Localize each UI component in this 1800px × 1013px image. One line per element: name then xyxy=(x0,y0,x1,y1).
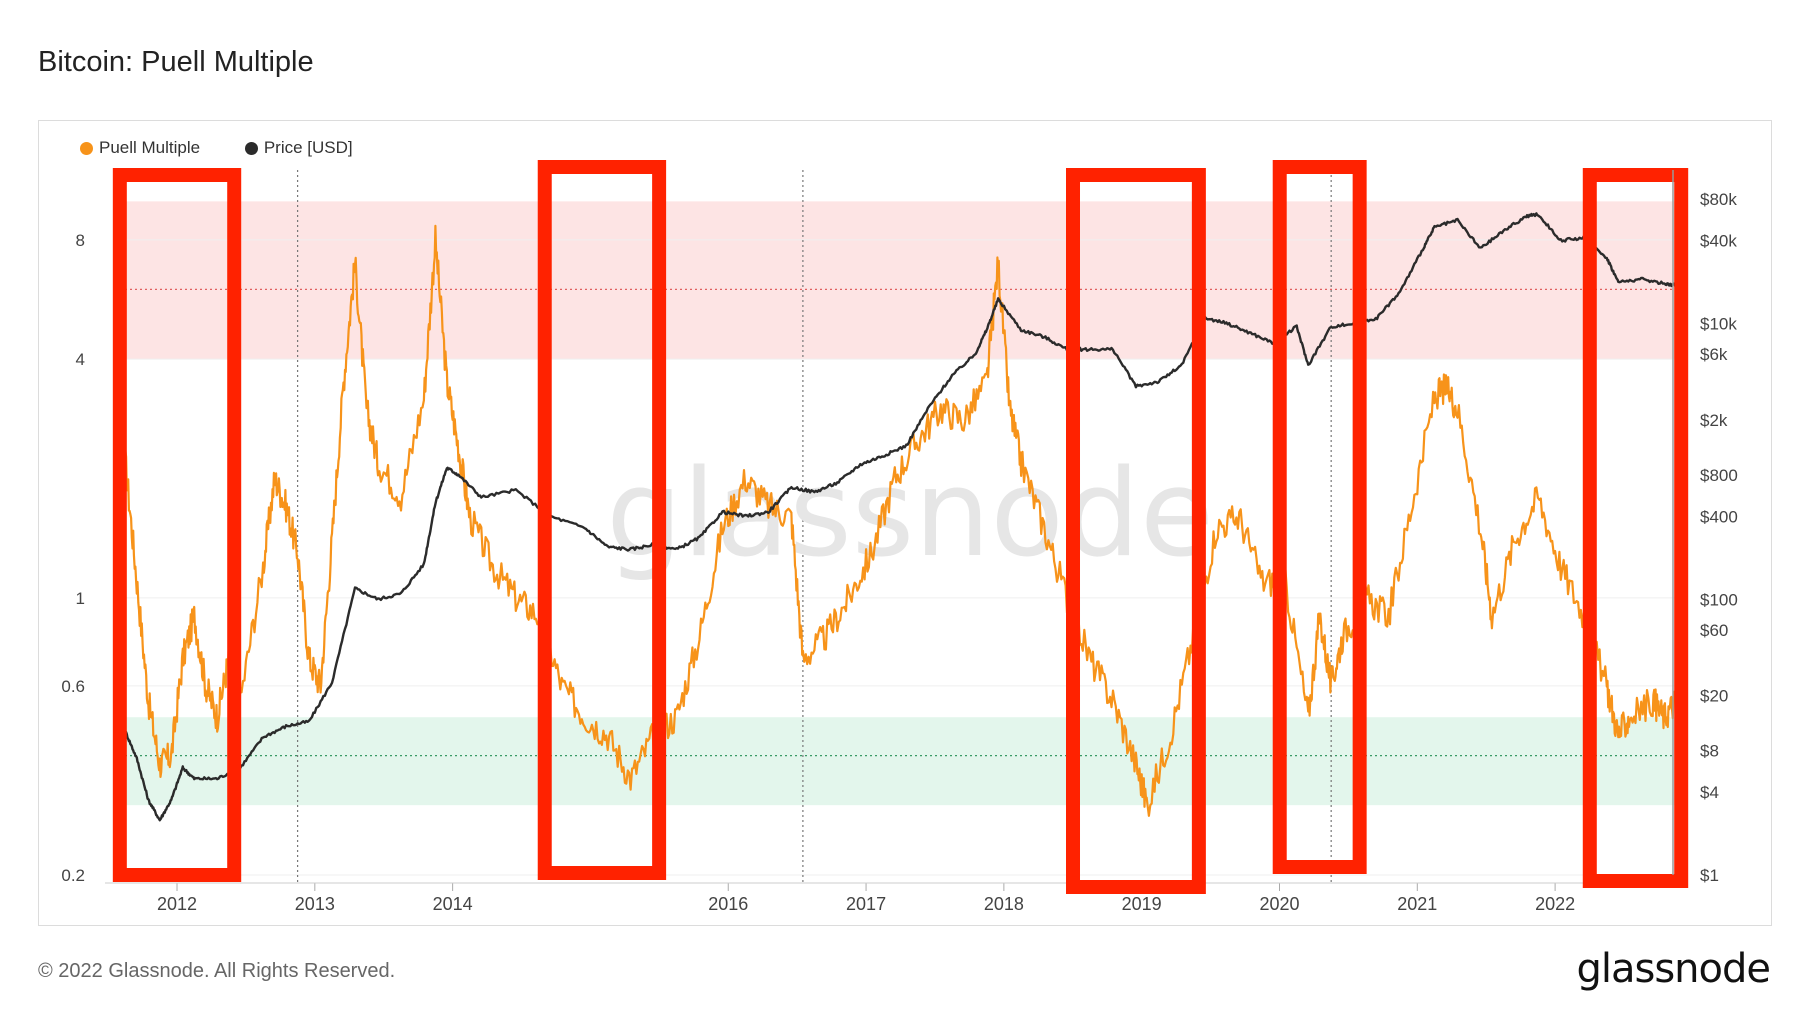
highlight-box xyxy=(1066,168,1206,894)
highlight-box xyxy=(112,168,242,882)
x-tick-label: 2022 xyxy=(1535,894,1575,914)
glassnode-logo: glassnode xyxy=(1576,946,1771,992)
chart-frame xyxy=(38,120,1772,926)
y-right-tick-label: $800 xyxy=(1700,466,1738,485)
y-right-tick-label: $10k xyxy=(1700,315,1737,334)
footer-copyright: © 2022 Glassnode. All Rights Reserved. xyxy=(38,960,396,982)
x-tick-label: 2014 xyxy=(433,894,473,914)
chart-title: Bitcoin: Puell Multiple xyxy=(38,46,314,78)
y-right-tick-label: $6k xyxy=(1700,345,1728,364)
x-tick-label: 2019 xyxy=(1122,894,1162,914)
y-right-tick-label: $20 xyxy=(1700,687,1728,706)
y-left-tick-label: 0.6 xyxy=(61,677,85,696)
x-tick-label: 2021 xyxy=(1397,894,1437,914)
y-right-tick-label: $60 xyxy=(1700,621,1728,640)
band-high xyxy=(115,201,1675,360)
legend-label-price: Price [USD] xyxy=(263,138,353,157)
y-right-tick-label: $8 xyxy=(1700,742,1719,761)
highlight-box xyxy=(1272,160,1367,874)
legend-dot-price xyxy=(244,142,258,156)
y-left-tick-label: 1 xyxy=(76,589,85,608)
y-right-tick-label: $40k xyxy=(1700,232,1737,251)
x-tick-label: 2020 xyxy=(1259,894,1299,914)
y-right-tick-label: $2k xyxy=(1700,411,1728,430)
y-right-tick-label: $100 xyxy=(1700,590,1738,609)
y-right-tick-label: $4 xyxy=(1700,783,1719,802)
y-left-tick-label: 8 xyxy=(76,231,85,250)
x-tick-label: 2016 xyxy=(708,894,748,914)
legend: Puell Multiple Price [USD] xyxy=(80,138,393,158)
highlight-box xyxy=(537,160,667,880)
legend-item-price[interactable]: Price [USD] xyxy=(244,138,353,157)
watermark: glassnode xyxy=(606,445,1214,584)
series-line-price xyxy=(124,212,1677,822)
x-tick-label: 2013 xyxy=(295,894,335,914)
legend-dot-puell xyxy=(80,142,93,156)
x-tick-label: 2012 xyxy=(157,894,197,914)
y-left-tick-label: 0.2 xyxy=(61,866,85,885)
legend-label-puell: Puell Multiple xyxy=(99,138,201,157)
legend-item-puell[interactable]: Puell Multiple xyxy=(80,138,205,157)
y-left-tick-label: 4 xyxy=(76,350,85,369)
series-line-puell-multiple xyxy=(124,224,1677,817)
x-tick-label: 2017 xyxy=(846,894,886,914)
y-right-tick-label: $80k xyxy=(1700,190,1737,209)
highlight-box xyxy=(1582,168,1689,888)
band-low xyxy=(115,717,1675,806)
y-right-tick-label: $1 xyxy=(1700,866,1719,885)
x-tick-label: 2018 xyxy=(984,894,1024,914)
y-right-tick-label: $400 xyxy=(1700,507,1738,526)
